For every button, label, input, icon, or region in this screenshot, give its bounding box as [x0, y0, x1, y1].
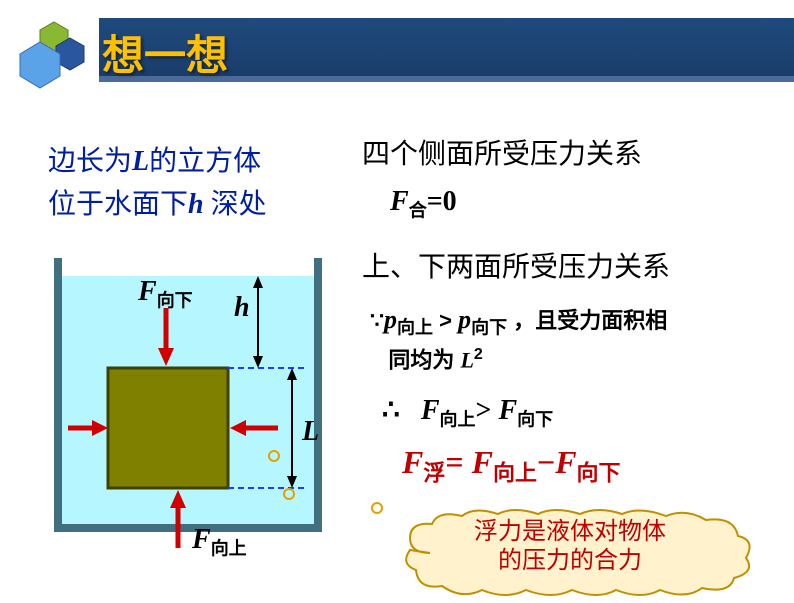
tf-sub1: 向上	[440, 410, 476, 430]
ff-F1: F	[402, 444, 423, 480]
F-down-label: F向下	[138, 276, 193, 313]
ff-minus: −	[537, 444, 555, 480]
intro1-pre: 边长为	[48, 146, 132, 177]
left-intro: 边长为L的立方体 位于水面下h 深处	[48, 140, 348, 227]
p2: p	[458, 305, 471, 334]
reason-block: ∵p向上 > p向下 ，且受力面积相 同均为 L2	[370, 299, 782, 378]
eq1-sub: 合	[409, 201, 427, 221]
F-up-label: F向上	[192, 524, 247, 561]
intro1-var: L	[132, 146, 149, 177]
therefore-symbol: ∴	[382, 395, 400, 426]
cloud-line1: 浮力是液体对物体	[474, 519, 666, 545]
tf-sub2: 向下	[517, 410, 553, 430]
Fu-prefix: F	[192, 524, 211, 555]
final-equation: F浮= F向上−F向下	[402, 444, 782, 487]
therefore-line: ∴ F向上> F向下	[382, 393, 782, 432]
p1: p	[384, 305, 397, 334]
right-line1: 四个侧面所受压力关系	[362, 132, 782, 172]
reason-L: L	[460, 347, 473, 372]
intro2-post: 深处	[204, 189, 267, 220]
ff-sub3: 向下	[577, 460, 621, 485]
cloud-line2: 的压力的合力	[498, 548, 642, 574]
eq1-eq: =0	[427, 186, 457, 217]
intro-line-2: 位于水面下h 深处	[48, 183, 348, 226]
tf-F1: F	[421, 395, 440, 426]
bullet-icon	[371, 502, 383, 514]
ff-F3: F	[555, 444, 576, 480]
intro2-var: h	[188, 189, 204, 220]
Fu-sub: 向上	[211, 539, 247, 559]
Fd-prefix: F	[138, 276, 157, 307]
right-content: 四个侧面所受压力关系 F合=0 上、下两面所受压力关系 ∵p向上 > p向下 ，…	[362, 132, 782, 487]
ff-sub1: 浮	[423, 460, 445, 485]
p1-sub: 向上	[397, 317, 433, 337]
hexagon-logo-icon	[10, 16, 96, 99]
cube-in-water-diagram: h L F向下 F向上	[48, 248, 328, 548]
eq-F-net-zero: F合=0	[390, 186, 782, 223]
gt1: >	[433, 308, 458, 333]
reason-l2: 同均为	[388, 347, 460, 372]
because-symbol: ∵	[370, 308, 384, 333]
ff-F2: F	[472, 444, 493, 480]
right-line2: 上、下两面所受压力关系	[362, 245, 782, 285]
eq1-F: F	[390, 186, 409, 217]
Fd-sub: 向下	[157, 291, 193, 311]
p2-sub: 向下	[471, 317, 507, 337]
sup-2: 2	[474, 346, 483, 363]
tf-gt: >	[476, 395, 499, 426]
slide-header: 想一想	[0, 0, 794, 88]
intro1-post: 的立方体	[149, 146, 261, 177]
bullet-icon	[268, 450, 280, 462]
bullet-icon	[283, 488, 295, 500]
h-label: h	[234, 292, 250, 324]
reason-tail: ，且受力面积相	[507, 308, 667, 333]
cloud-text: 浮力是液体对物体 的压力的合力	[430, 518, 710, 576]
ff-eq: =	[445, 444, 471, 480]
tf-F2: F	[498, 395, 517, 426]
slide-title: 想一想	[102, 22, 228, 83]
intro-line-1: 边长为L的立方体	[48, 140, 348, 183]
ff-sub2: 向上	[493, 460, 537, 485]
L-label: L	[302, 416, 319, 448]
intro2-pre: 位于水面下	[48, 189, 188, 220]
